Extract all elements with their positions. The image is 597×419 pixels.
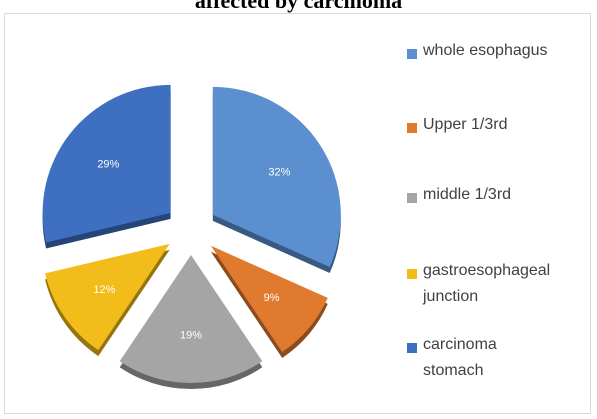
legend-label: carcinoma stomach (423, 336, 497, 379)
legend-item-0: whole esophagus (407, 42, 548, 64)
legend-label: gastroesophageal junction (423, 262, 551, 305)
legend-swatch (407, 123, 417, 133)
chart-title: affected by carcinoma (194, 0, 403, 13)
legend-item-2: middle 1/3rd (407, 186, 511, 208)
legend-label: whole esophagus (423, 42, 548, 59)
pie-value-label-4: 29% (97, 159, 119, 171)
pie-value-label-2: 19% (180, 329, 202, 341)
chart-area: 32% 9% 19% 12% 29% whole esophagus Upper 1/3r… (4, 13, 591, 414)
legend-swatch (407, 343, 417, 353)
legend-label: Upper 1/3rd (423, 116, 508, 133)
pie-slice-upper-1-3rd (210, 245, 328, 353)
pie-value-label-1: 9% (264, 292, 280, 304)
legend-item-3: gastroesophageal junction (407, 262, 550, 310)
pie-slice-whole-esophagus (212, 86, 341, 268)
pie-value-label-3: 12% (93, 284, 115, 296)
legend-item-4: carcinoma stomach (407, 336, 497, 384)
legend-label: middle 1/3rd (423, 186, 512, 203)
pie-slice-gastroesophageal-junction (45, 243, 170, 351)
legend-swatch (407, 49, 417, 59)
legend-swatch (407, 193, 417, 203)
pie-slice-carcinoma-stomach (42, 84, 171, 243)
pie-value-label-0: 32% (268, 167, 290, 179)
legend-swatch (407, 269, 417, 279)
pie-chart: 32% 9% 19% 12% 29% (42, 84, 341, 389)
legend-item-1: Upper 1/3rd (407, 116, 508, 138)
pie-slice-middle-1-3rd (119, 255, 263, 383)
